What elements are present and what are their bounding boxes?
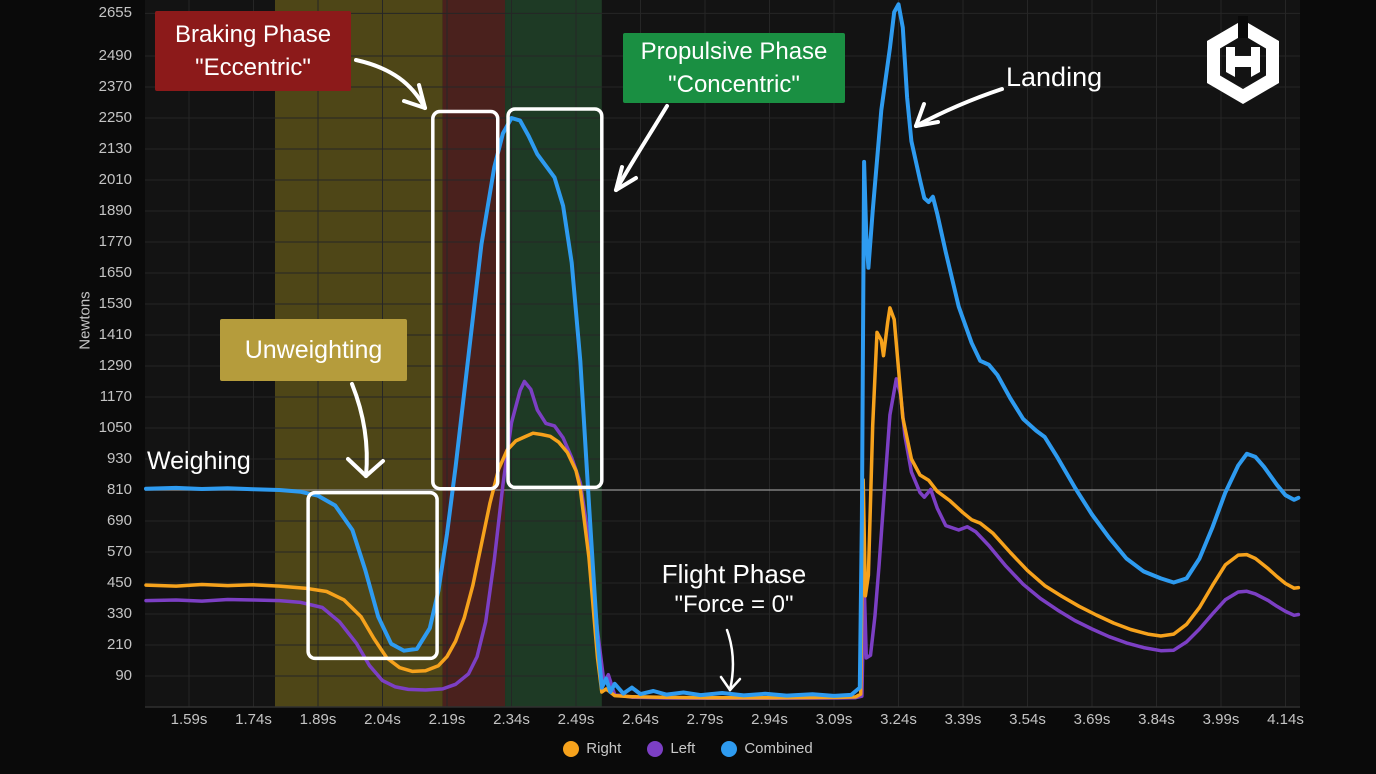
landing-arrow	[914, 87, 1004, 128]
y-tick-label: 2655	[98, 4, 132, 22]
y-tick-label: 570	[106, 543, 132, 560]
legend-item-right[interactable]: Right	[563, 740, 621, 757]
x-tick-label: 2.19s	[428, 711, 466, 728]
legend-item-left[interactable]: Left	[647, 740, 695, 757]
y-tick-label: 2370	[98, 78, 132, 95]
x-tick-label: 2.49s	[557, 711, 595, 728]
flight-phase-line2: "Force = 0"	[674, 591, 794, 618]
y-tick-label: 1290	[98, 357, 132, 374]
legend-label: Left	[670, 740, 696, 757]
propulsive-phase-label: Propulsive Phase "Concentric"	[623, 33, 845, 103]
propulsive-arrow-head	[614, 176, 638, 192]
unweighting-box	[306, 490, 439, 661]
y-tick-label: 1530	[98, 295, 132, 312]
hawkin-dynamics-logo	[1207, 16, 1279, 104]
propulsive-box	[506, 107, 604, 490]
flight-arrow	[725, 628, 735, 692]
x-tick-label: 3.39s	[944, 711, 982, 728]
braking-arrow	[354, 58, 427, 110]
y-tick-label: 2130	[98, 140, 132, 157]
flight-arrow-head	[719, 675, 732, 692]
unweighting-arrow-head	[364, 459, 385, 478]
y-tick-label: 1890	[98, 202, 132, 219]
logo-h-left-bar	[1226, 47, 1235, 77]
propulsive-phase-line2: "Concentric"	[668, 71, 800, 98]
flight-phase-line1: Flight Phase	[661, 559, 807, 589]
flight-arrow-head	[728, 677, 742, 692]
logo-top-notch	[1238, 16, 1248, 38]
braking-arrow-head	[417, 83, 427, 110]
landing-arrow-head	[914, 102, 926, 128]
y-tick-label: 930	[106, 450, 132, 467]
propulsive-phase-line1: Propulsive Phase	[640, 38, 828, 65]
series-left[interactable]	[144, 377, 1301, 700]
x-tick-label: 3.99s	[1202, 711, 1240, 728]
x-tick-label: 3.69s	[1073, 711, 1111, 728]
series-right[interactable]	[144, 306, 1301, 700]
x-tick-label: 2.64s	[622, 711, 659, 728]
landing-arrow-head	[914, 120, 940, 128]
braking-arrow-head	[402, 99, 427, 110]
y-tick-label: 1050	[98, 419, 132, 436]
x-tick-label: 3.54s	[1009, 711, 1046, 728]
landing-label: Landing	[1006, 62, 1103, 92]
y-tick-label: 690	[106, 512, 132, 529]
y-tick-label: 810	[106, 481, 132, 498]
legend-dot-combined	[721, 740, 738, 757]
y-tick-label: 1770	[98, 233, 132, 250]
weighing-label: Weighing	[147, 447, 251, 475]
propulsive-arrow	[614, 104, 669, 192]
y-tick-label: 450	[106, 574, 132, 591]
y-tick-label: 330	[106, 605, 132, 622]
region-propulsive	[505, 0, 602, 707]
logo-h-crossbar	[1234, 56, 1252, 67]
legend-label: Right	[586, 740, 622, 757]
logo-h-right-bar	[1251, 47, 1260, 77]
chart-legend: Right Left Combined	[0, 740, 1376, 757]
braking-box	[431, 109, 500, 491]
y-tick-label: 1650	[98, 264, 132, 281]
flight-phase-label: Flight Phase "Force = 0"	[628, 558, 840, 620]
legend-item-combined[interactable]: Combined	[721, 740, 813, 757]
x-tick-label: 4.14s	[1267, 711, 1304, 728]
x-tick-label: 1.59s	[170, 711, 208, 728]
x-tick-label: 2.94s	[751, 711, 788, 728]
x-tick-label: 1.89s	[299, 711, 337, 728]
braking-phase-line1: Braking Phase	[174, 21, 332, 48]
y-tick-label: 2250	[98, 109, 132, 126]
series-combined[interactable]	[144, 2, 1301, 698]
y-tick-label: 2010	[98, 171, 132, 188]
x-tick-label: 2.04s	[364, 711, 401, 728]
unweighting-phase-label: Unweighting	[220, 319, 407, 381]
propulsive-arrow-head	[614, 165, 624, 192]
legend-dot-right	[563, 740, 580, 757]
legend-dot-left	[647, 740, 664, 757]
y-tick-label: 1410	[98, 326, 132, 343]
braking-phase-label: Braking Phase "Eccentric"	[155, 11, 351, 91]
region-braking	[442, 0, 506, 707]
x-tick-label: 2.34s	[493, 711, 530, 728]
x-tick-label: 3.24s	[880, 711, 917, 728]
legend-label: Combined	[744, 740, 813, 757]
unweighting-arrow-head	[346, 457, 368, 478]
y-tick-label: 1170	[99, 388, 132, 405]
unweighting-arrow	[350, 382, 369, 478]
x-tick-label: 3.09s	[815, 711, 853, 728]
y-tick-label: 2490	[98, 47, 132, 64]
x-tick-label: 3.84s	[1138, 711, 1175, 728]
braking-phase-line2: "Eccentric"	[195, 54, 311, 81]
y-tick-label: 90	[115, 667, 132, 684]
y-tick-label: 210	[106, 636, 132, 653]
x-tick-label: 1.74s	[235, 711, 272, 728]
x-tick-label: 2.79s	[686, 711, 724, 728]
